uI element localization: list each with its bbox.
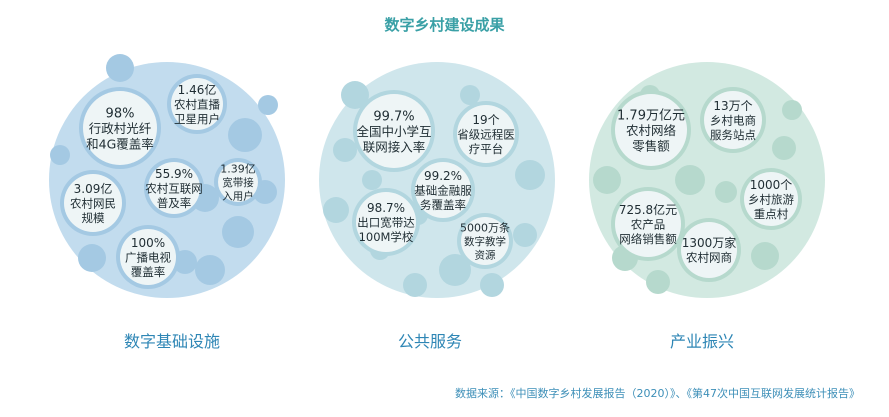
bubble-decor [106,54,134,82]
stat-label: 行政村光纤 [89,121,152,136]
stat-label: 基础金融服 [414,183,472,197]
cluster-label-industry: 产业振兴 [669,332,734,351]
stat-label: 全国中小学互 [356,124,431,139]
stat-bubble-industry-4 [681,222,737,278]
stat-bubble-infra-3 [148,162,200,214]
stat-bubble-public-1 [457,105,515,163]
bubble-decor [480,273,504,297]
stat-bubble-industry-2 [744,172,798,226]
stat-bubble-public-0 [357,94,431,168]
stat-bubble-infra-1 [171,78,223,130]
bubble-decor [228,118,262,152]
stat-label: 乡村旅游 [748,192,794,206]
stat-value: 1.39亿 [220,162,256,175]
stat-value: 98.7% [367,201,405,215]
bubble-decor [78,244,106,272]
stat-label: 农村网络 [626,123,677,138]
stat-label: 规模 [82,211,105,225]
bubble-decor [258,95,278,115]
stat-label: 务覆盖率 [420,198,466,212]
stat-label: 卫星用户 [174,112,220,126]
stat-label: 和4G覆盖率 [86,136,154,151]
bubble-decor [50,145,70,165]
bubble-decor [222,216,254,248]
stat-bubble-infra-5 [120,229,176,285]
stat-bubble-infra-0 [83,91,157,165]
stat-label: 服务站点 [710,128,756,142]
stat-value: 5000万条 [460,220,510,234]
bubble-decor [513,223,537,247]
stat-bubble-infra-2 [64,174,122,232]
stat-label: 省级远程医 [457,127,515,141]
stat-label: 100M学校 [359,230,414,244]
bubble-decor [333,138,357,162]
bubble-decor [341,81,369,109]
bubble-decor [772,136,796,160]
page-title: 数字乡村建设成果 [384,16,505,34]
stat-value: 55.9% [155,167,193,181]
stat-label: 农村网民 [70,196,116,210]
stat-label: 网络销售额 [619,232,677,246]
stat-label: 覆盖率 [131,265,166,279]
stat-value: 725.8亿元 [619,202,677,217]
bubble-decor [751,242,779,270]
stat-label: 农产品 [631,217,666,231]
stat-label: 入用户 [222,189,254,202]
stat-value: 19个 [472,113,499,127]
stat-bubble-industry-1 [704,91,762,149]
bubble-decor [515,160,545,190]
stat-label: 农村互联网 [145,181,203,195]
bubble-decor [715,181,737,203]
stat-value: 98% [106,106,135,121]
cluster-label-infra: 数字基础设施 [123,332,220,351]
stat-bubble-infra-4 [218,162,258,202]
stat-label: 农村直播 [174,97,220,111]
bubble-decor [439,254,471,286]
bubble-decor [403,273,427,297]
cluster-label-public: 公共服务 [397,332,462,351]
stat-value: 100% [131,236,165,250]
stat-label: 数字教学 [464,235,506,248]
bubble-decor [593,166,621,194]
bubble-decor [362,170,382,190]
stat-bubble-public-4 [461,217,509,265]
stat-value: 1000个 [750,178,793,192]
stat-value: 3.09亿 [74,181,113,196]
bubble-decor [782,100,802,120]
stat-bubble-industry-3 [615,191,681,257]
bubble-decor [195,255,225,285]
stat-label: 出口宽带达 [357,215,415,229]
stat-value: 99.7% [373,109,414,124]
bubble-decor [675,165,705,195]
stat-label: 重点村 [754,207,789,221]
stat-value: 1.79万亿元 [617,108,685,123]
stat-value: 1300万家 [682,235,737,250]
stat-label: 普及率 [157,196,192,210]
data-source-note: 数据来源：《中国数字乡村发展报告（2020）》、《第47次中国互联网发展统计报告… [455,387,860,400]
stat-value: 13万个 [713,99,752,113]
stat-label: 广播电视 [125,250,171,264]
stat-bubble-public-2 [415,162,471,218]
stat-bubble-public-3 [356,192,416,252]
bubble-decor [646,270,670,294]
stat-label: 宽带接 [222,176,254,189]
stat-bubble-industry-0 [615,94,687,166]
bubble-decor [460,85,480,105]
stat-label: 联网接入率 [363,139,426,154]
stat-label: 资源 [475,248,496,261]
stat-label: 农村网商 [686,251,732,265]
stat-label: 零售额 [632,138,670,153]
bubble-decor [323,197,349,223]
stat-label: 乡村电商 [710,113,756,127]
stat-value: 99.2% [424,169,462,183]
stat-value: 1.46亿 [178,82,217,97]
stat-label: 疗平台 [469,142,504,156]
